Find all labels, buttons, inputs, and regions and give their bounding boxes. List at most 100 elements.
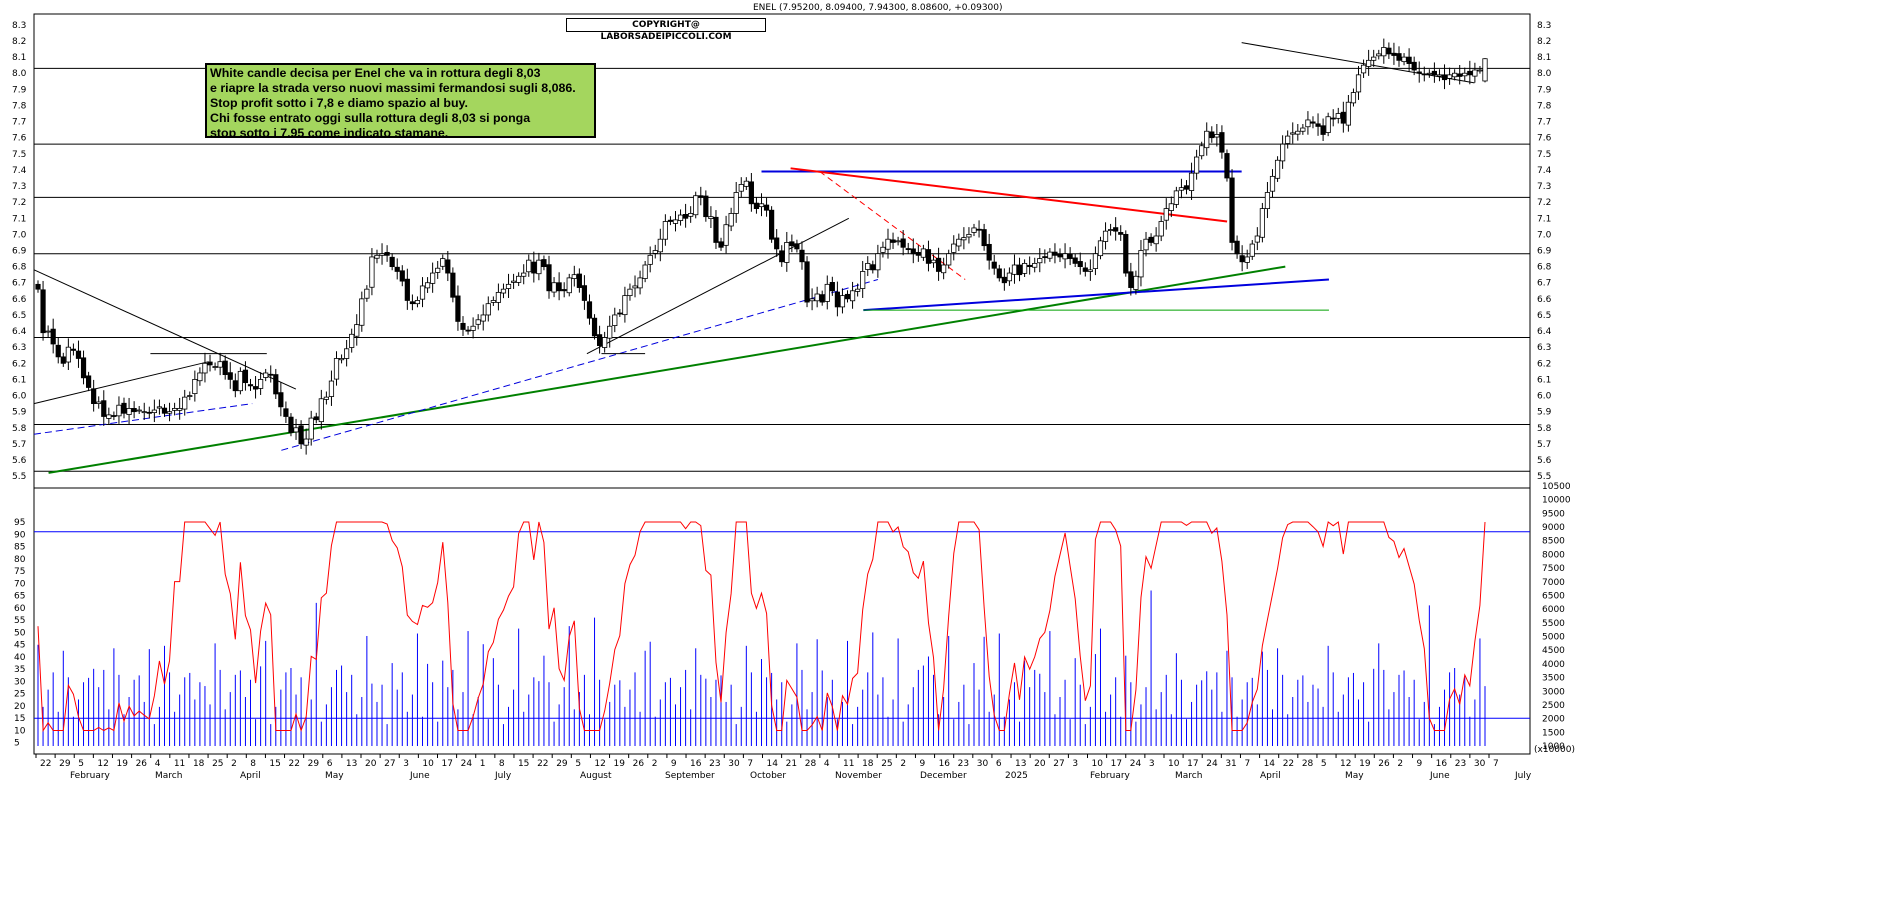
candlesticks	[35, 38, 1488, 455]
oscillator-tick-label: 85	[14, 543, 25, 553]
trendline-black-down	[33, 269, 297, 390]
candle-body	[667, 219, 674, 222]
candle-body	[212, 366, 218, 368]
candle-body	[895, 240, 901, 243]
candle-body	[222, 360, 228, 375]
month-tick-label: July	[494, 771, 512, 781]
date-tick-label: 22	[537, 759, 548, 769]
price-tick-label-right: 8.1	[1537, 53, 1551, 63]
candle-body	[1406, 56, 1412, 64]
candle-body	[1052, 251, 1058, 256]
candle-body	[1199, 145, 1205, 157]
month-tick-label: May	[325, 771, 344, 781]
candle-body	[657, 238, 663, 253]
candle-body	[723, 224, 729, 246]
price-tick-label-right: 8.3	[1537, 21, 1551, 31]
date-tick-label: 23	[709, 759, 720, 769]
price-tick-label-right: 7.5	[1537, 150, 1551, 160]
date-tick-label: 7	[1244, 759, 1250, 769]
candle-body	[905, 248, 911, 250]
volume-tick-label: 2000	[1542, 715, 1565, 725]
date-tick-label: 23	[958, 759, 969, 769]
candle-body	[1097, 240, 1104, 257]
candle-body	[1290, 132, 1296, 135]
candle-body	[1037, 258, 1043, 264]
price-tick-label-left: 8.0	[12, 69, 27, 79]
candle-body	[263, 372, 269, 378]
date-tick-label: 11	[174, 759, 185, 769]
candle-body	[627, 288, 633, 297]
candle-body	[424, 282, 431, 289]
price-tick-label-left: 5.9	[12, 408, 27, 418]
candle-body	[1072, 257, 1078, 264]
trendline-green-long	[48, 265, 1286, 474]
candle-body	[971, 227, 977, 233]
candle-body	[384, 252, 390, 256]
candle-body	[718, 241, 724, 248]
candle-body	[182, 396, 188, 410]
date-tick-label: 24	[461, 759, 473, 769]
candle-body	[672, 219, 679, 224]
candle-body	[753, 202, 760, 210]
candle-body	[430, 272, 436, 284]
candle-body	[1431, 70, 1438, 76]
price-tick-label-right: 6.3	[1537, 343, 1551, 353]
trendline-blue-dashed-1	[33, 403, 253, 435]
candle-body	[1462, 72, 1468, 77]
candle-body	[1345, 101, 1351, 126]
candle-body	[976, 228, 982, 231]
candle-body	[85, 375, 92, 388]
candle-body	[824, 283, 830, 302]
price-tick-label-right: 8.0	[1537, 69, 1552, 79]
date-tick-label: 30	[728, 759, 740, 769]
price-tick-label-right: 5.8	[1537, 424, 1552, 434]
candle-body	[1118, 232, 1124, 235]
date-tick-label: 28	[1302, 759, 1314, 769]
candle-body	[1077, 261, 1083, 268]
candle-body	[1295, 130, 1301, 135]
price-tick-label-right: 7.9	[1537, 85, 1552, 95]
date-tick-label: 22	[289, 759, 300, 769]
candle-body	[880, 246, 886, 253]
oscillator-tick-label: 5	[14, 739, 20, 749]
candle-body	[849, 290, 856, 302]
volume-tick-label: 1500	[1542, 728, 1565, 738]
date-tick-label: 28	[805, 759, 817, 769]
date-tick-label: 18	[862, 759, 874, 769]
candle-body	[364, 288, 370, 299]
candle-body	[612, 314, 618, 326]
trendline-blue-lower	[863, 278, 1330, 312]
copyright-label: COPYRIGHT@ LABORSADEIPICCOLI.COM	[566, 18, 766, 42]
price-tick-label-right: 5.6	[1537, 456, 1552, 466]
candle-body	[1188, 172, 1195, 191]
candle-body	[303, 438, 309, 446]
candle-body	[571, 274, 577, 279]
candle-body	[227, 372, 233, 380]
date-tick-label: 2	[231, 759, 237, 769]
candle-body	[172, 408, 178, 411]
candle-body	[1274, 159, 1281, 179]
month-tick-label: February	[70, 771, 111, 781]
candle-body	[516, 275, 522, 283]
candle-body	[1021, 262, 1028, 274]
candle-body	[379, 253, 385, 256]
candle-body	[632, 285, 638, 289]
price-tick-label-left: 7.5	[12, 150, 26, 160]
price-tick-label-left: 7.9	[12, 85, 27, 95]
price-tick-label-right: 5.5	[1537, 472, 1551, 482]
price-tick-label-left: 8.2	[12, 37, 26, 47]
date-tick-label: 26	[1378, 759, 1390, 769]
candle-body	[708, 216, 714, 219]
oscillator-tick-label: 80	[14, 555, 26, 565]
price-tick-label-left: 6.2	[12, 359, 26, 369]
price-tick-label-left: 7.2	[12, 198, 26, 208]
candle-body	[900, 238, 906, 248]
candle-body	[1158, 221, 1164, 237]
candle-body	[55, 344, 61, 358]
month-tick-label: May	[1345, 771, 1364, 781]
candle-body	[136, 409, 142, 412]
candle-body	[75, 350, 82, 359]
candle-body	[35, 283, 41, 290]
candle-body	[419, 285, 426, 300]
